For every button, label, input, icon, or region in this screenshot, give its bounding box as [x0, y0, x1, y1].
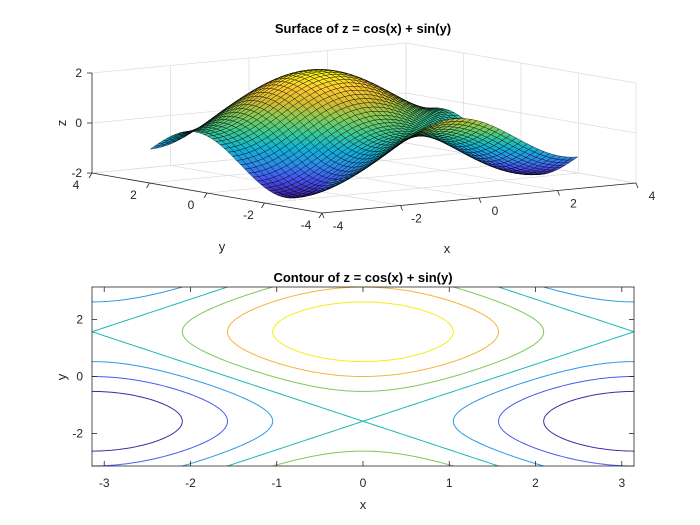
wall-gridline — [405, 92, 637, 134]
surface-axis-lines — [87, 72, 639, 219]
y-tick — [261, 202, 265, 209]
contour-lines — [91, 286, 635, 467]
y-tick-label: -2 — [72, 426, 83, 440]
contour-title: Contour of z = cos(x) + sin(y) — [273, 270, 452, 285]
floor-gridline — [206, 162, 522, 194]
contour-level-1 — [227, 286, 499, 467]
wall-gridline — [405, 42, 637, 84]
x-tick — [478, 197, 482, 204]
x-tick — [557, 190, 560, 196]
y-tick — [318, 212, 323, 219]
contour-xlabel: x — [360, 497, 367, 512]
contour-ylabel: y — [54, 373, 69, 380]
contour-ticks: -3 -2 -1 0 1 2 3 -2 0 2 — [72, 287, 634, 490]
x-tick-label: -3 — [99, 476, 110, 490]
y-tick — [88, 172, 93, 179]
y-tick — [203, 192, 208, 199]
x-tick-label: 1 — [446, 476, 453, 490]
x-tick — [400, 205, 403, 211]
surface-mesh — [150, 69, 579, 199]
y-tick — [146, 182, 150, 189]
floor-gridline — [264, 172, 579, 204]
wall-gridline — [91, 42, 407, 74]
y-tick-label: 0 — [76, 370, 83, 384]
x-tick-label: 3 — [618, 476, 625, 490]
contour-level-1_5 — [272, 301, 454, 363]
x-tick-label: 0 — [360, 476, 367, 490]
x-tick — [321, 212, 325, 219]
y-tick-label: 2 — [76, 313, 83, 327]
x-tick-label: -2 — [185, 476, 196, 490]
x-tick-label: -1 — [271, 476, 282, 490]
x-tick — [635, 182, 639, 189]
x-tick-label: 2 — [532, 476, 539, 490]
